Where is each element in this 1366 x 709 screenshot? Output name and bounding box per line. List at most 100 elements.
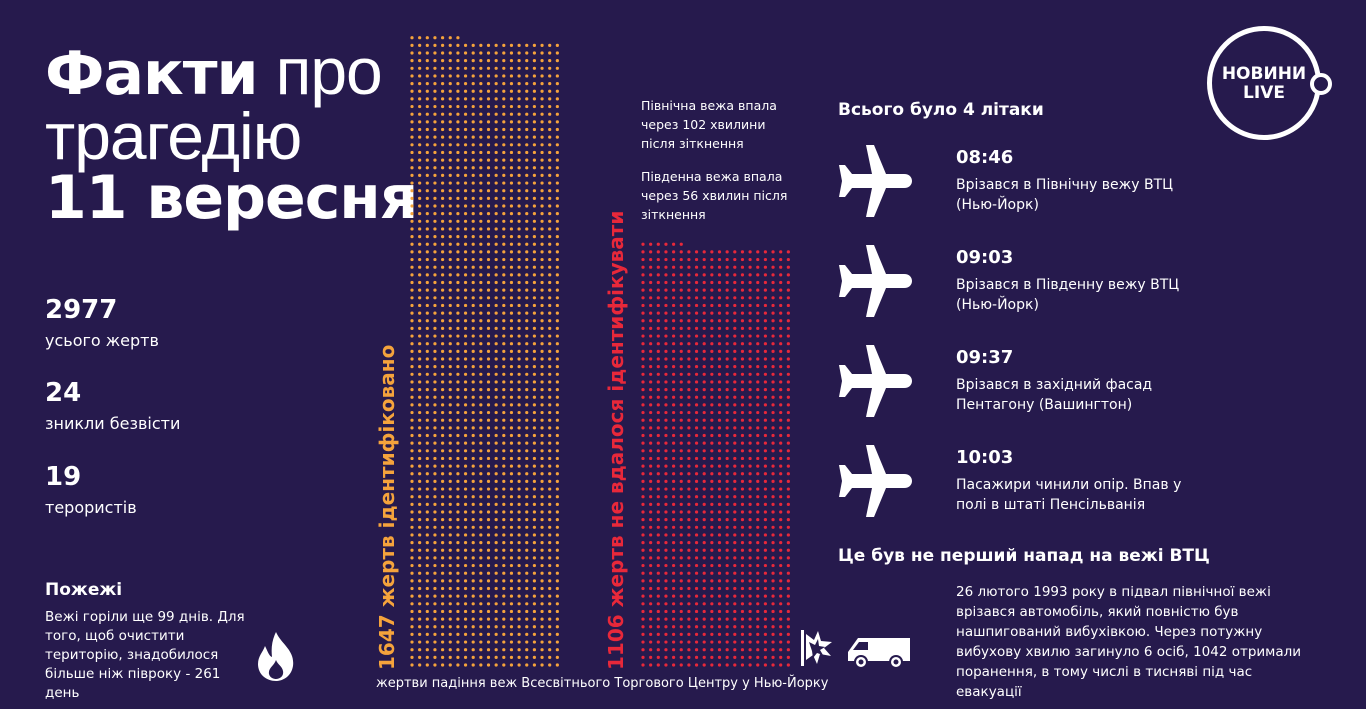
victim-dot: [525, 82, 529, 86]
victim-dot: [525, 51, 529, 55]
victim-dot: [425, 495, 429, 499]
victim-dot: [471, 403, 475, 407]
victim-dot: [656, 357, 660, 361]
victim-dot: [763, 563, 768, 568]
victim-dot: [540, 66, 544, 70]
victim-dot: [725, 487, 729, 491]
victim-dot: [555, 120, 559, 124]
victim-dot: [548, 456, 552, 461]
victim-dot: [441, 135, 445, 139]
victim-dot: [463, 204, 468, 208]
victim-dot: [641, 609, 645, 614]
victim-dot: [548, 104, 552, 109]
victim-dot: [532, 257, 537, 262]
victim-dot: [548, 403, 552, 407]
victim-dot: [786, 479, 790, 483]
victim-dot: [555, 135, 559, 139]
victim-dot: [641, 395, 645, 399]
victim-dot: [733, 456, 737, 461]
victim-dot: [672, 372, 676, 376]
victim-dot: [410, 456, 414, 461]
victim-dot: [425, 319, 429, 323]
victim-dot: [679, 250, 683, 254]
victim-dot: [641, 487, 645, 491]
victim-dot: [433, 388, 437, 392]
victim-dot: [494, 456, 498, 461]
victim-dot: [433, 472, 437, 476]
victim-dot: [740, 518, 745, 522]
victim-dot: [771, 380, 775, 384]
victim-dot: [418, 158, 422, 162]
victim-dot: [664, 433, 668, 438]
victim-dot: [517, 625, 521, 629]
victim-dot: [710, 525, 714, 529]
victim-dot: [649, 533, 653, 537]
victim-dot: [502, 173, 506, 177]
victim-dot: [441, 617, 445, 621]
victim-dot: [763, 372, 768, 376]
victim-dot: [733, 433, 737, 438]
victim-dot: [441, 495, 445, 499]
victim-dot: [740, 257, 745, 262]
victim-dot: [717, 510, 722, 514]
victim-dot: [509, 43, 514, 47]
victim-dot: [532, 433, 537, 438]
victim-dot: [687, 426, 691, 430]
victim-dot: [479, 571, 483, 575]
victim-dot: [725, 357, 729, 361]
victim-dot: [509, 250, 514, 254]
victim-dot: [687, 533, 691, 537]
victim-dot: [471, 51, 475, 55]
victim-dot: [525, 66, 529, 70]
victim-dot: [456, 265, 460, 269]
victim-dot: [656, 449, 660, 453]
victim-dot: [756, 556, 760, 560]
victim-dot: [494, 632, 498, 637]
airplane-icon: [839, 445, 912, 517]
victim-dot: [748, 296, 752, 300]
victim-dot: [479, 479, 483, 483]
victim-dot: [740, 326, 745, 330]
victim-dot: [425, 518, 429, 522]
victim-dot: [641, 510, 645, 514]
victim-dot: [441, 104, 445, 109]
victim-dot: [733, 311, 737, 315]
victim-dot: [664, 456, 668, 461]
victim-dot: [441, 43, 445, 47]
victim-dot: [679, 472, 683, 476]
victim-dot: [763, 625, 768, 629]
victim-dot: [679, 487, 683, 491]
victim-dot: [517, 479, 521, 483]
victim-dot: [433, 655, 437, 659]
victim-dot: [779, 502, 783, 506]
towers-caption: жертви падіння веж Всесвітнього Торговог…: [376, 676, 829, 691]
victim-dot: [756, 365, 760, 369]
victim-dot: [748, 319, 752, 323]
victim-dot: [555, 648, 559, 652]
victim-dot: [441, 449, 445, 453]
victim-dot: [425, 250, 429, 254]
victim-dot: [494, 472, 498, 476]
victim-dot: [710, 250, 714, 254]
victim-dot: [679, 609, 683, 614]
victim-dot: [494, 464, 498, 468]
victim-dot: [740, 594, 745, 598]
victim-dot: [679, 594, 683, 598]
victim-dot: [418, 127, 422, 132]
victim-dot: [540, 173, 544, 177]
victim-dot: [672, 410, 676, 415]
victim-dot: [525, 602, 529, 606]
victim-dot: [517, 495, 521, 499]
victim-dot: [441, 296, 445, 300]
victim-dot: [441, 663, 445, 667]
victim-dot: [456, 380, 460, 384]
victim-dot: [710, 403, 714, 407]
victim-dot: [433, 173, 437, 177]
victim-dot: [532, 204, 537, 208]
victim-dot: [548, 556, 552, 560]
victim-dot: [532, 265, 537, 269]
victim-dot: [532, 541, 537, 545]
victim-dot: [494, 89, 498, 93]
victim-dot: [418, 166, 422, 170]
victim-dot: [509, 120, 514, 124]
